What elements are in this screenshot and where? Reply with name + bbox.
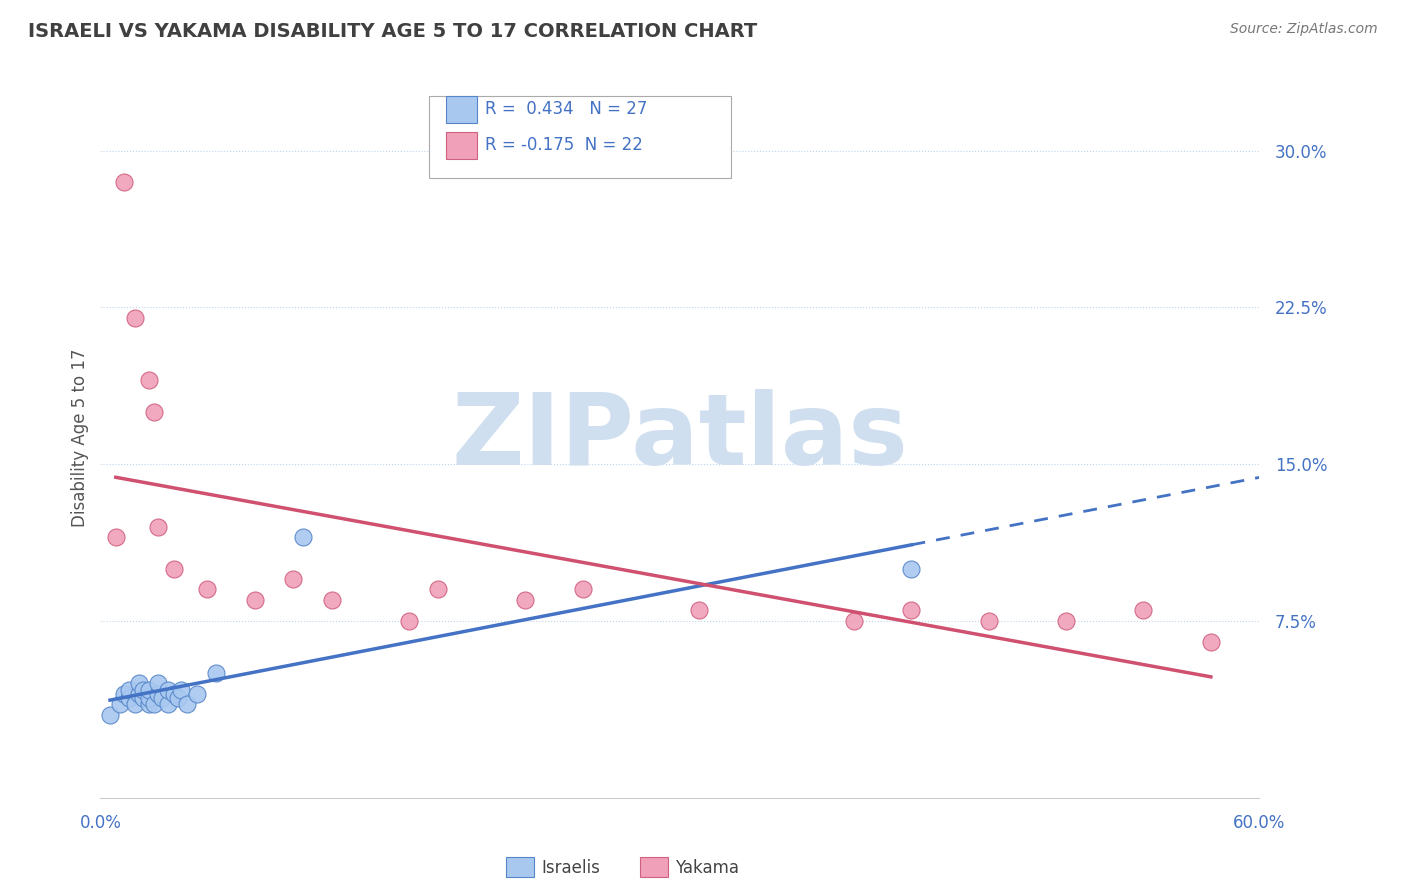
Text: Yakama: Yakama bbox=[675, 859, 740, 877]
Point bbox=[321, 593, 343, 607]
Point bbox=[128, 676, 150, 690]
Point bbox=[170, 682, 193, 697]
Point bbox=[195, 582, 218, 597]
Text: ZIPatlas: ZIPatlas bbox=[451, 390, 908, 486]
Point bbox=[398, 614, 420, 628]
Point bbox=[150, 691, 173, 706]
Point bbox=[176, 698, 198, 712]
Text: R =  0.434   N = 27: R = 0.434 N = 27 bbox=[485, 100, 647, 118]
Point bbox=[138, 374, 160, 388]
Point bbox=[186, 687, 208, 701]
Text: Israelis: Israelis bbox=[541, 859, 600, 877]
Point bbox=[112, 687, 135, 701]
Point bbox=[104, 530, 127, 544]
Point bbox=[842, 614, 865, 628]
Point bbox=[124, 310, 146, 325]
Point bbox=[292, 530, 315, 544]
Point bbox=[118, 691, 141, 706]
Point bbox=[163, 687, 186, 701]
Point bbox=[138, 698, 160, 712]
Point bbox=[143, 405, 166, 419]
Point bbox=[163, 561, 186, 575]
Point bbox=[572, 582, 595, 597]
Point bbox=[1132, 603, 1154, 617]
Point bbox=[112, 175, 135, 189]
Point bbox=[977, 614, 1000, 628]
Point bbox=[138, 691, 160, 706]
Point bbox=[132, 691, 155, 706]
Point bbox=[118, 682, 141, 697]
Point bbox=[283, 572, 305, 586]
Point bbox=[900, 561, 922, 575]
Y-axis label: Disability Age 5 to 17: Disability Age 5 to 17 bbox=[72, 349, 89, 527]
Point bbox=[148, 676, 170, 690]
Point bbox=[427, 582, 450, 597]
Point bbox=[156, 698, 179, 712]
Point bbox=[515, 593, 537, 607]
Point bbox=[243, 593, 266, 607]
Point bbox=[156, 682, 179, 697]
Point bbox=[205, 666, 228, 681]
Point bbox=[132, 682, 155, 697]
Text: Source: ZipAtlas.com: Source: ZipAtlas.com bbox=[1230, 22, 1378, 37]
Text: ISRAELI VS YAKAMA DISABILITY AGE 5 TO 17 CORRELATION CHART: ISRAELI VS YAKAMA DISABILITY AGE 5 TO 17… bbox=[28, 22, 758, 41]
Point bbox=[98, 707, 121, 722]
Point bbox=[1054, 614, 1077, 628]
Point bbox=[688, 603, 710, 617]
Point bbox=[900, 603, 922, 617]
Point bbox=[1199, 634, 1222, 648]
Point bbox=[166, 691, 188, 706]
Point bbox=[128, 687, 150, 701]
Point bbox=[143, 698, 166, 712]
Point bbox=[108, 698, 131, 712]
Point bbox=[138, 682, 160, 697]
Point bbox=[148, 520, 170, 534]
Point bbox=[124, 698, 146, 712]
Text: R = -0.175  N = 22: R = -0.175 N = 22 bbox=[485, 136, 643, 153]
Point bbox=[148, 687, 170, 701]
